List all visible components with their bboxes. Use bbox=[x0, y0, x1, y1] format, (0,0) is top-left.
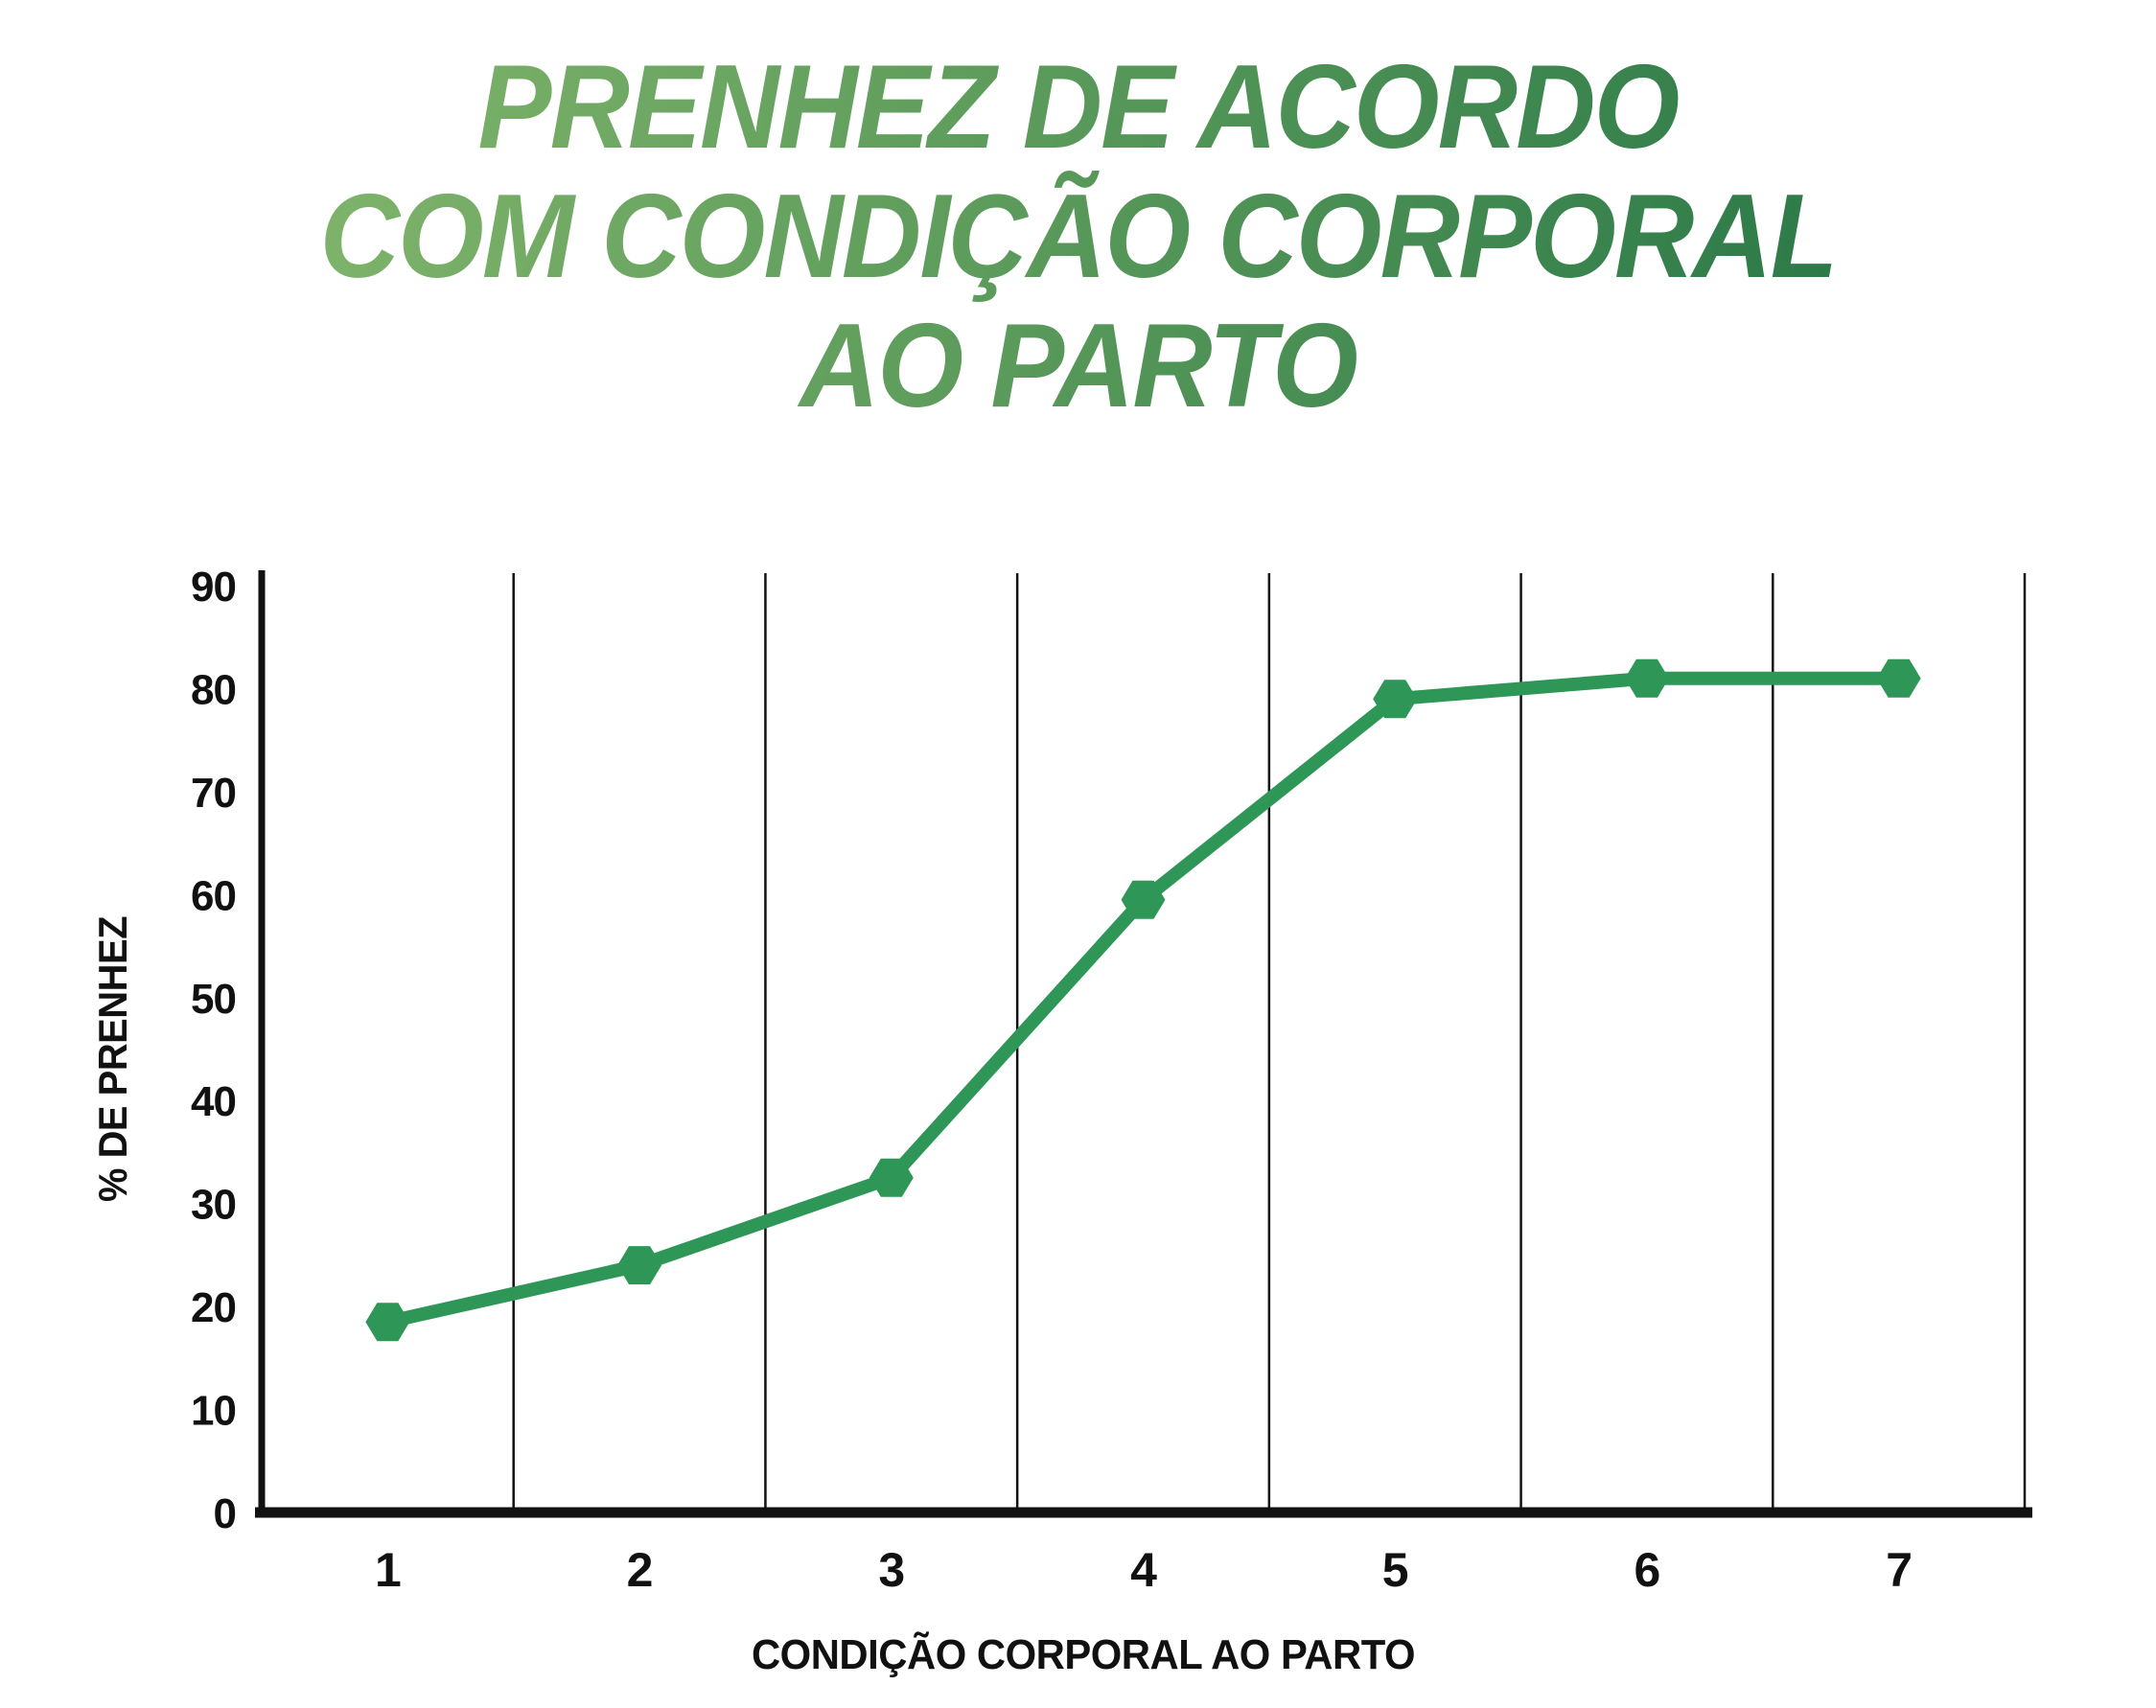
x-tick-label: 2 bbox=[627, 1543, 653, 1597]
y-tick-label: 60 bbox=[191, 872, 236, 919]
gridlines bbox=[512, 573, 2027, 1512]
x-tick-labels: 1 2 3 4 5 6 7 bbox=[375, 1543, 1913, 1597]
data-markers bbox=[365, 658, 1921, 1342]
x-tick-label: 4 bbox=[1130, 1543, 1157, 1597]
y-tick-label: 70 bbox=[191, 770, 236, 817]
y-tick-label: 80 bbox=[191, 666, 236, 713]
y-tick-label: 30 bbox=[191, 1182, 236, 1229]
y-tick-label: 20 bbox=[191, 1284, 236, 1331]
x-tick-label: 1 bbox=[375, 1543, 401, 1597]
data-point-marker bbox=[1876, 658, 1921, 698]
x-tick-label: 3 bbox=[878, 1543, 904, 1597]
y-axis-title: % DE PRENHEZ bbox=[90, 915, 135, 1203]
x-axis-title: CONDIÇÃO CORPORAL AO PARTO bbox=[751, 1631, 1416, 1678]
x-tick-label: 6 bbox=[1634, 1543, 1660, 1597]
x-tick-label: 7 bbox=[1886, 1543, 1912, 1597]
data-line bbox=[385, 671, 1899, 1329]
y-tick-labels: 0 10 20 30 40 50 60 70 80 90 bbox=[191, 564, 237, 1537]
data-point-marker bbox=[1121, 880, 1166, 919]
y-tick-label: 0 bbox=[214, 1490, 236, 1537]
y-tick-label: 50 bbox=[191, 976, 236, 1023]
y-tick-label: 90 bbox=[191, 564, 236, 611]
data-series bbox=[385, 671, 1899, 1329]
data-point-marker bbox=[869, 1158, 914, 1197]
data-point-marker bbox=[617, 1246, 662, 1285]
x-tick-label: 5 bbox=[1382, 1543, 1408, 1597]
axes bbox=[255, 570, 2032, 1518]
data-point-marker bbox=[365, 1303, 410, 1342]
y-tick-label: 40 bbox=[191, 1078, 236, 1125]
data-point-marker bbox=[1373, 680, 1418, 719]
y-tick-label: 10 bbox=[191, 1388, 236, 1435]
data-point-marker bbox=[1624, 658, 1669, 698]
